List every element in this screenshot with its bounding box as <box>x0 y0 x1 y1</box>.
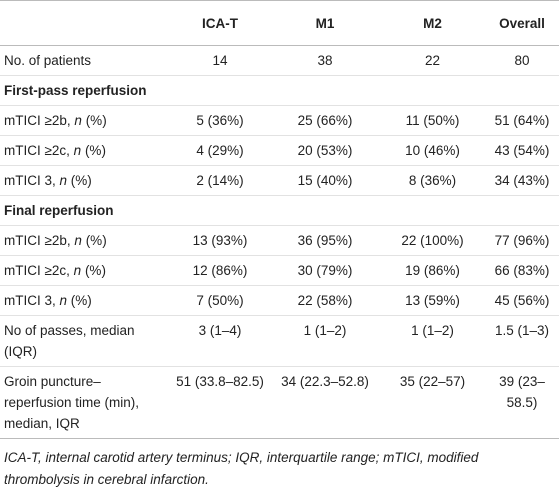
cell: 10 (46%) <box>380 135 485 166</box>
cell: 45 (56%) <box>485 285 559 316</box>
cell: 14 <box>170 45 270 76</box>
table-row: Final reperfusion <box>0 195 559 226</box>
cell: 38 <box>270 45 380 76</box>
section-label: Final reperfusion <box>0 195 559 226</box>
cell: 30 (79%) <box>270 255 380 286</box>
cell: 43 (54%) <box>485 135 559 166</box>
table-body: No. of patients 14 38 22 80 First-pass reperf… <box>0 45 559 439</box>
cell: 35 (22–57) <box>380 366 485 439</box>
table-row: mTICI ≥2b, n (%) 5 (36%) 25 (66%) 11 (50%) 5… <box>0 105 559 136</box>
cell: 4 (29%) <box>170 135 270 166</box>
cell: 51 (33.8–82.5) <box>170 366 270 439</box>
cell: 66 (83%) <box>485 255 559 286</box>
cell: 22 (58%) <box>270 285 380 316</box>
row-label: No of passes, median (IQR) <box>0 315 170 367</box>
cell: 2 (14%) <box>170 165 270 196</box>
column-header: ICA-T <box>170 0 270 46</box>
table-row: mTICI ≥2b, n (%) 13 (93%) 36 (95%) 22 (100%… <box>0 225 559 256</box>
row-label: Groin puncture–reperfusion time (min), m… <box>0 366 170 439</box>
table-row: First-pass reperfusion <box>0 75 559 106</box>
cell: 12 (86%) <box>170 255 270 286</box>
corner <box>0 0 170 46</box>
cell: 34 (22.3–52.8) <box>270 366 380 439</box>
data-table: ICA-T M1 M2 Overall No. of patients 14 38 22 80… <box>0 0 559 439</box>
table-row: No. of patients 14 38 22 80 <box>0 45 559 76</box>
cell: 22 <box>380 45 485 76</box>
cell: 19 (86%) <box>380 255 485 286</box>
cell: 80 <box>485 45 559 76</box>
cell: 13 (59%) <box>380 285 485 316</box>
table-row: Groin puncture–reperfusion time (min), m… <box>0 366 559 439</box>
cell: 15 (40%) <box>270 165 380 196</box>
table-row: mTICI 3, n (%) 2 (14%) 15 (40%) 8 (36%) 34 (… <box>0 165 559 196</box>
header-row: ICA-T M1 M2 Overall <box>0 0 559 46</box>
cell: 36 (95%) <box>270 225 380 256</box>
row-label: mTICI ≥2b, n (%) <box>0 105 170 136</box>
cell: 5 (36%) <box>170 105 270 136</box>
row-label: mTICI ≥2c, n (%) <box>0 255 170 286</box>
table-row: No of passes, median (IQR) 3 (1–4) 1 (1–2)… <box>0 315 559 367</box>
cell: 3 (1–4) <box>170 315 270 367</box>
row-label: No. of patients <box>0 45 170 76</box>
cell: 51 (64%) <box>485 105 559 136</box>
cell: 25 (66%) <box>270 105 380 136</box>
column-header: Overall <box>485 0 559 46</box>
table-row: mTICI ≥2c, n (%) 12 (86%) 30 (79%) 19 (86%)… <box>0 255 559 286</box>
row-label: mTICI ≥2b, n (%) <box>0 225 170 256</box>
cell: 1.5 (1–3) <box>485 315 559 367</box>
cell: 7 (50%) <box>170 285 270 316</box>
cell: 1 (1–2) <box>270 315 380 367</box>
cell: 8 (36%) <box>380 165 485 196</box>
table-row: mTICI ≥2c, n (%) 4 (29%) 20 (53%) 10 (46%) 4… <box>0 135 559 166</box>
row-label: mTICI ≥2c, n (%) <box>0 135 170 166</box>
cell: 13 (93%) <box>170 225 270 256</box>
column-header: M1 <box>270 0 380 46</box>
cell: 11 (50%) <box>380 105 485 136</box>
footnote: ICA-T, internal carotid artery terminus;… <box>4 450 479 487</box>
cell: 22 (100%) <box>380 225 485 256</box>
cell: 34 (43%) <box>485 165 559 196</box>
cell: 20 (53%) <box>270 135 380 166</box>
column-header: M2 <box>380 0 485 46</box>
cell: 1 (1–2) <box>380 315 485 367</box>
table-row: mTICI 3, n (%) 7 (50%) 22 (58%) 13 (59%) 45 … <box>0 285 559 316</box>
section-label: First-pass reperfusion <box>0 75 559 106</box>
cell: 39 (23–58.5) <box>485 366 559 439</box>
row-label: mTICI 3, n (%) <box>0 165 170 196</box>
cell: 77 (96%) <box>485 225 559 256</box>
page: ICA-T M1 M2 Overall No. of patients 14 38 22 80… <box>0 0 559 487</box>
row-label: mTICI 3, n (%) <box>0 285 170 316</box>
